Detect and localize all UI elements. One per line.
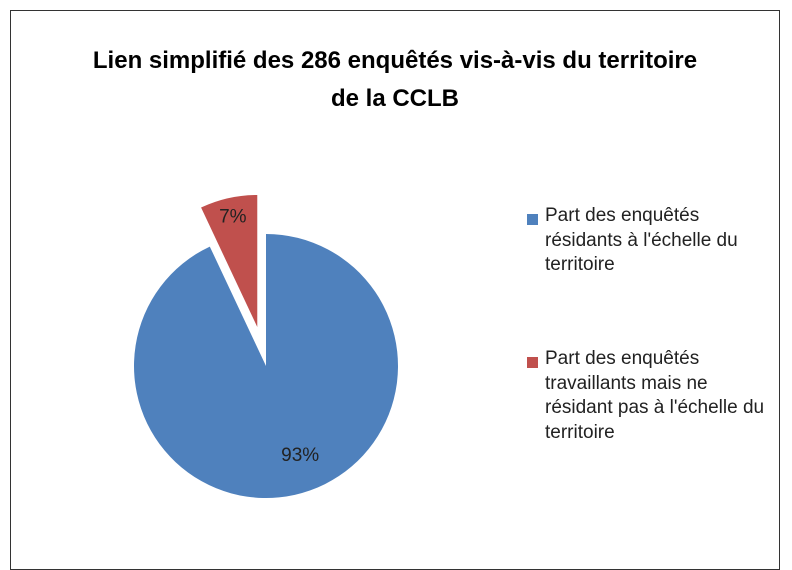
data-label: 7% [219,206,247,227]
pie-slice [201,194,258,327]
chart-title: Lien simplifié des 286 enquêtés vis-à-vi… [92,47,698,112]
legend-swatch [527,214,538,225]
page: Lien simplifié des 286 enquêtés vis-à-vi… [10,10,780,570]
legend-label: Part des enquêtés résidants à l'échelle … [545,205,738,275]
pie-slice [133,234,399,499]
legend-label: Part des enquêtés travaillants mais ne r… [545,348,765,443]
data-label: 93% [281,445,319,466]
chart: 93% 7% [133,194,399,499]
legend-swatch [527,357,538,368]
